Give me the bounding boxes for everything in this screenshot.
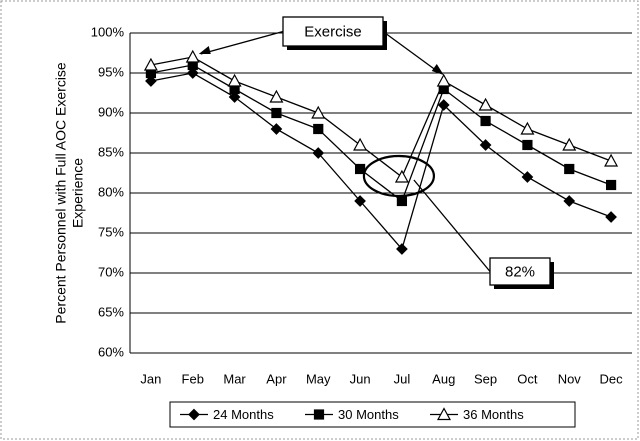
data-point xyxy=(185,49,200,63)
data-point xyxy=(563,195,576,207)
data-point xyxy=(312,147,325,159)
data-point xyxy=(353,137,368,151)
x-tick-label: Sep xyxy=(474,371,497,386)
data-point xyxy=(437,99,450,111)
data-point xyxy=(522,139,533,151)
data-point xyxy=(564,163,575,175)
y-tick-label: 90% xyxy=(98,104,124,119)
data-point xyxy=(562,137,577,151)
series-line xyxy=(150,64,612,203)
annotation-box xyxy=(489,257,551,286)
data-point xyxy=(145,75,157,87)
x-tick-label: May xyxy=(306,371,331,386)
y-tick-label: 100% xyxy=(91,24,125,39)
data-point xyxy=(396,243,408,255)
data-point xyxy=(396,195,408,207)
data-point xyxy=(313,123,324,135)
series-line xyxy=(150,56,612,179)
legend-marker xyxy=(313,409,325,420)
data-point xyxy=(354,163,366,175)
annotation-box xyxy=(282,16,384,47)
data-point xyxy=(605,211,617,223)
x-tick-label: Jan xyxy=(140,371,161,386)
y-tick-label: 65% xyxy=(98,304,124,319)
data-point xyxy=(604,153,619,167)
data-point xyxy=(479,139,492,151)
x-tick-label: Mar xyxy=(223,371,246,386)
legend-label: 36 Months xyxy=(463,407,524,422)
data-point xyxy=(394,169,409,183)
x-tick-label: Jun xyxy=(350,371,371,386)
data-point xyxy=(478,97,493,111)
arrow-head xyxy=(198,46,211,54)
data-point xyxy=(143,57,158,71)
y-tick-label: 95% xyxy=(98,64,124,79)
arrow-head xyxy=(431,64,444,75)
legend-label: 30 Months xyxy=(338,407,399,422)
legend-marker xyxy=(188,408,200,421)
data-point xyxy=(271,107,282,119)
x-tick-label: Nov xyxy=(558,371,582,386)
y-axis-label: Experience xyxy=(70,158,86,228)
y-axis-label: Percent Personnel with Full AOC Exercise xyxy=(53,62,69,324)
legend-box xyxy=(169,401,576,428)
legend-marker xyxy=(436,407,452,421)
x-tick-label: Jul xyxy=(394,371,411,386)
data-point xyxy=(436,73,451,87)
x-tick-label: Apr xyxy=(266,371,287,386)
x-tick-label: Dec xyxy=(600,371,624,386)
data-point xyxy=(354,195,366,207)
data-point xyxy=(520,121,535,135)
data-point xyxy=(270,123,283,135)
y-tick-label: 70% xyxy=(98,264,124,279)
data-point xyxy=(311,105,326,119)
highlight-ellipse xyxy=(362,154,436,198)
data-point xyxy=(269,89,284,103)
data-point xyxy=(480,115,491,127)
series-line xyxy=(150,72,612,251)
y-tick-label: 60% xyxy=(98,344,124,359)
data-point xyxy=(186,67,199,79)
x-tick-label: Oct xyxy=(517,371,538,386)
annotation-text: 82% xyxy=(505,263,535,280)
y-tick-label: 80% xyxy=(98,184,124,199)
annotation-text: Exercise xyxy=(304,23,362,40)
x-tick-label: Feb xyxy=(182,371,204,386)
data-point xyxy=(227,73,242,87)
arrow-line xyxy=(200,30,284,55)
legend-label: 24 Months xyxy=(213,407,274,422)
arrow-line xyxy=(382,30,441,74)
data-point xyxy=(228,91,241,103)
data-point xyxy=(605,179,617,191)
data-point xyxy=(521,171,534,183)
y-tick-label: 75% xyxy=(98,224,124,239)
y-tick-label: 85% xyxy=(98,144,124,159)
callout-line xyxy=(413,179,491,272)
x-tick-label: Aug xyxy=(432,371,455,386)
